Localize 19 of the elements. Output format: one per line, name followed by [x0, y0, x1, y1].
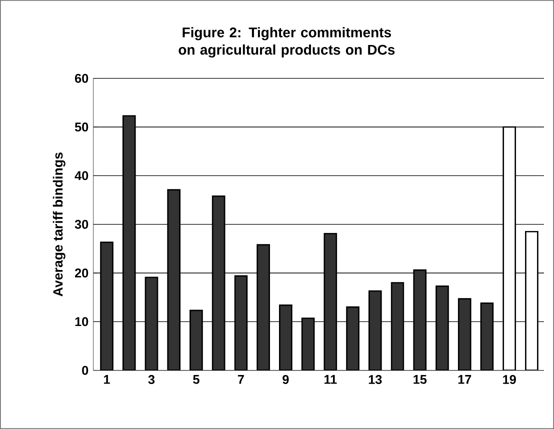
- y-tick-label: 50: [74, 122, 88, 132]
- y-tick-label: 30: [74, 220, 88, 229]
- x-tick-label: 11: [324, 375, 337, 384]
- x-tick-label: 7: [238, 375, 244, 384]
- y-tick-label: 60: [74, 74, 88, 83]
- x-tick-label: 9: [282, 375, 289, 384]
- x-tick-label: 3: [148, 375, 155, 384]
- y-axis-title: Average tariff bindings: [52, 152, 66, 296]
- x-tick-label: 15: [414, 375, 427, 384]
- y-tick-label: 40: [74, 171, 88, 180]
- x-tick-label: 13: [368, 375, 382, 384]
- y-tick-label: 10: [75, 317, 88, 326]
- x-tick-label: 5: [193, 375, 200, 384]
- x-tick-label: 17: [458, 375, 472, 384]
- x-tick-label: 19: [503, 375, 516, 384]
- chart-title: Figure 2: Tighter commitments on agricultural products on DCs: [178, 27, 395, 58]
- y-tick-label: 20: [74, 268, 88, 278]
- x-tick-label: 1: [104, 375, 110, 384]
- y-tick-label: 0: [82, 366, 88, 375]
